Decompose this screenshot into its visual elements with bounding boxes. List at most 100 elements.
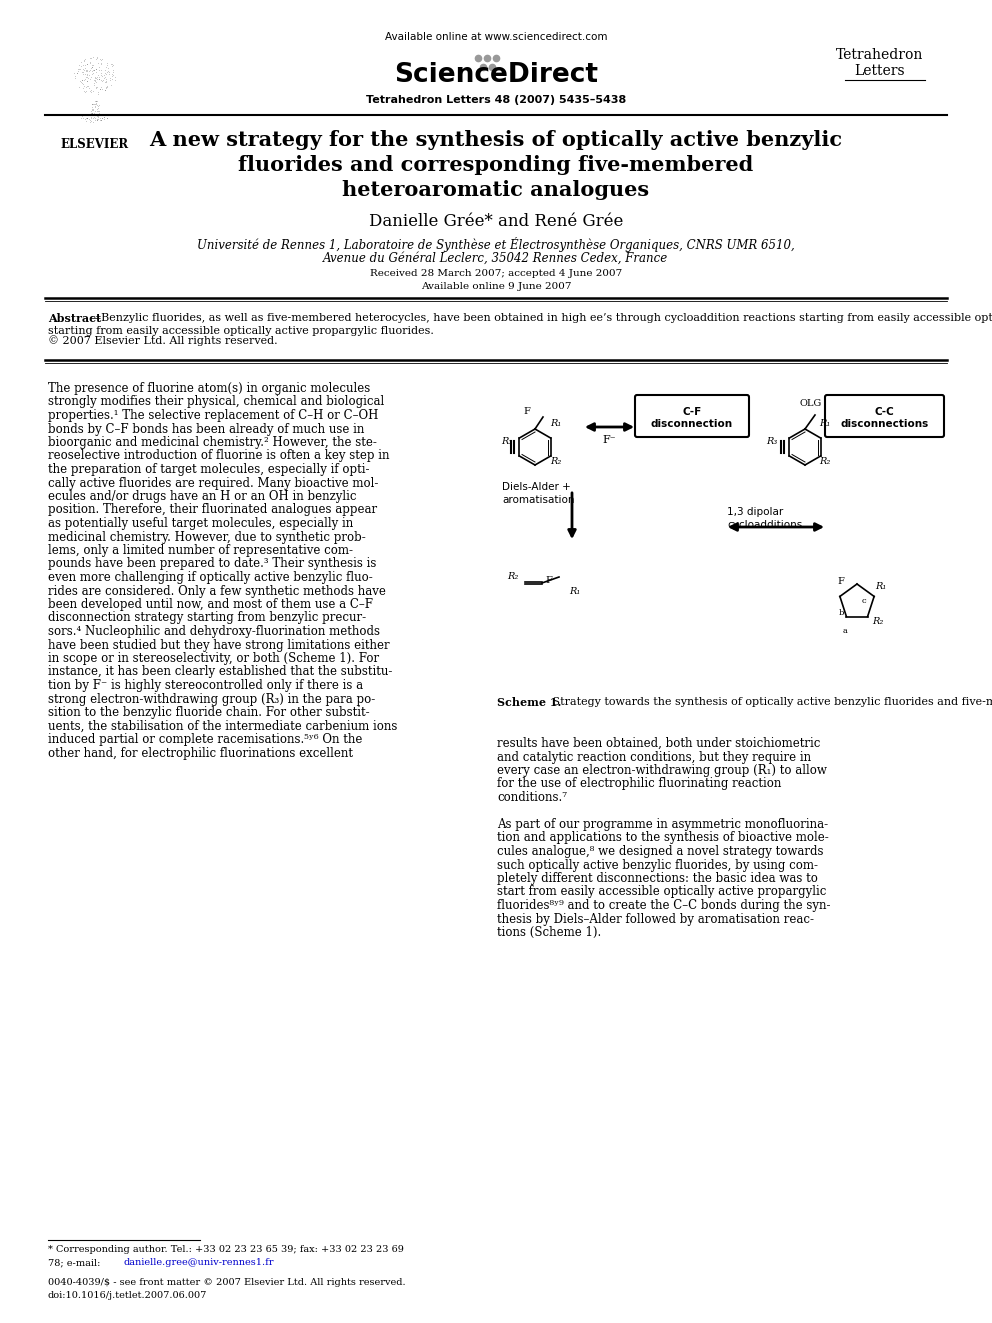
Point <box>89 110 105 131</box>
Point <box>99 53 115 74</box>
Point <box>85 111 101 132</box>
Point <box>81 52 97 73</box>
Point <box>101 62 117 83</box>
Point <box>91 66 107 87</box>
Point <box>78 53 94 74</box>
Text: results have been obtained, both under stoichiometric: results have been obtained, both under s… <box>497 737 820 750</box>
Point <box>89 77 105 98</box>
Point <box>70 58 86 79</box>
Point <box>89 69 105 90</box>
Point <box>82 81 98 102</box>
Point <box>90 83 106 105</box>
Point <box>105 60 121 81</box>
Point <box>80 78 96 99</box>
Point <box>89 97 105 118</box>
Text: Diels-Alder +: Diels-Alder + <box>502 482 570 492</box>
Point <box>83 57 99 78</box>
Point <box>93 110 109 131</box>
Text: rides are considered. Only a few synthetic methods have: rides are considered. Only a few synthet… <box>48 585 386 598</box>
Point <box>83 81 99 102</box>
Text: Available online 9 June 2007: Available online 9 June 2007 <box>421 282 571 291</box>
Point <box>79 65 95 86</box>
Text: A new strategy for the synthesis of optically active benzylic: A new strategy for the synthesis of opti… <box>150 130 842 149</box>
Text: Danielle Grée* and René Grée: Danielle Grée* and René Grée <box>369 213 623 230</box>
Point <box>87 95 103 116</box>
Point <box>90 60 106 81</box>
Point <box>90 81 106 102</box>
Text: Scheme 1.: Scheme 1. <box>497 697 561 708</box>
Point <box>92 48 108 69</box>
Point <box>83 48 99 69</box>
Point <box>77 64 93 85</box>
Text: As part of our programme in asymmetric monofluorina-: As part of our programme in asymmetric m… <box>497 818 828 831</box>
Point <box>80 65 96 86</box>
Point <box>90 106 106 127</box>
Point <box>85 60 101 81</box>
Point <box>87 91 103 112</box>
Text: other hand, for electrophilic fluorinations excellent: other hand, for electrophilic fluorinati… <box>48 746 353 759</box>
Point <box>96 79 112 101</box>
Point <box>88 48 104 69</box>
Text: a: a <box>843 627 848 635</box>
Point <box>86 106 102 127</box>
Text: disconnection strategy starting from benzylic precur-: disconnection strategy starting from ben… <box>48 611 366 624</box>
Point <box>76 75 92 97</box>
Text: strongly modifies their physical, chemical and biological: strongly modifies their physical, chemic… <box>48 396 384 409</box>
Text: disconnection: disconnection <box>651 419 733 429</box>
Point <box>93 62 109 83</box>
Point <box>94 107 110 128</box>
Point <box>75 77 91 98</box>
Text: as potentially useful target molecules, especially in: as potentially useful target molecules, … <box>48 517 353 531</box>
Point <box>89 99 105 120</box>
Point <box>82 48 98 69</box>
Point <box>92 110 108 131</box>
Text: R₂: R₂ <box>507 572 518 581</box>
Text: F⁻: F⁻ <box>602 435 616 445</box>
Point <box>78 107 94 128</box>
Text: —Benzylic fluorides, as well as five-membered heterocycles, have been obtained i: —Benzylic fluorides, as well as five-mem… <box>90 314 992 323</box>
Point <box>79 64 95 85</box>
Point <box>84 103 100 124</box>
Point <box>72 52 88 73</box>
Point <box>74 62 90 83</box>
Point <box>88 101 104 122</box>
Point <box>76 81 92 102</box>
Point <box>74 70 90 91</box>
Point <box>93 53 109 74</box>
Text: Tetrahedron Letters 48 (2007) 5435–5438: Tetrahedron Letters 48 (2007) 5435–5438 <box>366 95 626 105</box>
Text: cally active fluorides are required. Many bioactive mol-: cally active fluorides are required. Man… <box>48 476 378 490</box>
Point <box>107 69 123 90</box>
Point <box>79 67 95 89</box>
Text: * Corresponding author. Tel.: +33 02 23 23 65 39; fax: +33 02 23 23 69: * Corresponding author. Tel.: +33 02 23 … <box>48 1245 404 1254</box>
Point <box>73 73 89 94</box>
Point <box>85 98 101 119</box>
Text: © 2007 Elsevier Ltd. All rights reserved.: © 2007 Elsevier Ltd. All rights reserved… <box>48 335 278 345</box>
Point <box>76 50 92 71</box>
Point <box>93 65 109 86</box>
Point <box>77 54 93 75</box>
Point <box>92 77 108 98</box>
Point <box>81 108 97 130</box>
Point <box>88 103 104 124</box>
Text: aromatisation: aromatisation <box>502 495 574 505</box>
Point <box>90 106 106 127</box>
Text: sition to the benzylic fluoride chain. For other substit-: sition to the benzylic fluoride chain. F… <box>48 706 370 718</box>
Point <box>86 103 102 124</box>
Point <box>76 49 92 70</box>
Point <box>93 60 109 81</box>
Point <box>84 94 100 115</box>
Text: R₁: R₁ <box>875 582 886 591</box>
Point <box>87 108 103 130</box>
Point <box>85 46 101 67</box>
Point <box>99 75 115 97</box>
Point <box>97 75 113 97</box>
Text: fluorides⁸ʸ⁹ and to create the C–C bonds during the syn-: fluorides⁸ʸ⁹ and to create the C–C bonds… <box>497 900 830 912</box>
Text: strong electron-withdrawing group (R₃) in the para po-: strong electron-withdrawing group (R₃) i… <box>48 692 375 705</box>
Text: pletely different disconnections: the basic idea was to: pletely different disconnections: the ba… <box>497 872 817 885</box>
Text: ecules and/or drugs have an H or an OH in benzylic: ecules and/or drugs have an H or an OH i… <box>48 490 356 503</box>
Point <box>83 102 99 123</box>
Point <box>83 101 99 122</box>
Point <box>99 75 115 97</box>
Point <box>74 106 90 127</box>
Point <box>84 54 100 75</box>
